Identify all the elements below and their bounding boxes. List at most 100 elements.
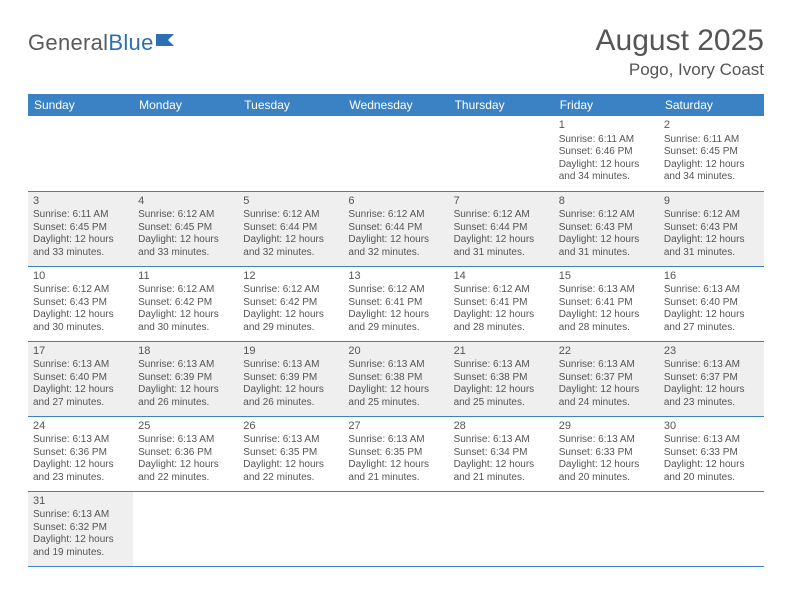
- sunset-text: Sunset: 6:43 PM: [33, 297, 128, 310]
- sunrise-text: Sunrise: 6:13 AM: [33, 359, 128, 372]
- calendar-cell: 11Sunrise: 6:12 AMSunset: 6:42 PMDayligh…: [133, 266, 238, 341]
- day-number: 15: [559, 270, 654, 284]
- calendar-cell: 25Sunrise: 6:13 AMSunset: 6:36 PMDayligh…: [133, 416, 238, 491]
- daylight2-text: and 21 minutes.: [348, 472, 443, 485]
- sunset-text: Sunset: 6:41 PM: [348, 297, 443, 310]
- sunset-text: Sunset: 6:42 PM: [243, 297, 338, 310]
- daylight1-text: Daylight: 12 hours: [559, 159, 654, 172]
- daylight1-text: Daylight: 12 hours: [348, 309, 443, 322]
- sunset-text: Sunset: 6:37 PM: [559, 372, 654, 385]
- sunrise-text: Sunrise: 6:12 AM: [243, 209, 338, 222]
- sunset-text: Sunset: 6:33 PM: [559, 447, 654, 460]
- daylight2-text: and 24 minutes.: [559, 397, 654, 410]
- logo-text: GeneralBlue: [28, 30, 154, 56]
- sunrise-text: Sunrise: 6:12 AM: [348, 284, 443, 297]
- daylight1-text: Daylight: 12 hours: [243, 459, 338, 472]
- col-wednesday: Wednesday: [343, 94, 448, 116]
- daylight2-text: and 33 minutes.: [33, 247, 128, 260]
- daylight2-text: and 31 minutes.: [559, 247, 654, 260]
- day-number: 24: [33, 420, 128, 434]
- daylight1-text: Daylight: 12 hours: [138, 309, 233, 322]
- daylight2-text: and 30 minutes.: [33, 322, 128, 335]
- col-friday: Friday: [554, 94, 659, 116]
- sunrise-text: Sunrise: 6:13 AM: [664, 359, 759, 372]
- day-number: 5: [243, 195, 338, 209]
- sunset-text: Sunset: 6:44 PM: [348, 222, 443, 235]
- day-number: 20: [348, 345, 443, 359]
- sunset-text: Sunset: 6:39 PM: [243, 372, 338, 385]
- sunrise-text: Sunrise: 6:13 AM: [33, 434, 128, 447]
- daylight1-text: Daylight: 12 hours: [664, 459, 759, 472]
- sunrise-text: Sunrise: 6:11 AM: [33, 209, 128, 222]
- calendar-week: 17Sunrise: 6:13 AMSunset: 6:40 PMDayligh…: [28, 341, 764, 416]
- sunrise-text: Sunrise: 6:13 AM: [559, 284, 654, 297]
- daylight2-text: and 30 minutes.: [138, 322, 233, 335]
- logo-word1: General: [28, 30, 108, 55]
- day-number: 14: [454, 270, 549, 284]
- day-number: 4: [138, 195, 233, 209]
- sunset-text: Sunset: 6:35 PM: [243, 447, 338, 460]
- day-number: 8: [559, 195, 654, 209]
- calendar-cell: 20Sunrise: 6:13 AMSunset: 6:38 PMDayligh…: [343, 341, 448, 416]
- daylight1-text: Daylight: 12 hours: [348, 384, 443, 397]
- sunrise-text: Sunrise: 6:13 AM: [243, 359, 338, 372]
- col-monday: Monday: [133, 94, 238, 116]
- calendar-week: 10Sunrise: 6:12 AMSunset: 6:43 PMDayligh…: [28, 266, 764, 341]
- sunset-text: Sunset: 6:34 PM: [454, 447, 549, 460]
- daylight1-text: Daylight: 12 hours: [243, 234, 338, 247]
- calendar-cell: [238, 491, 343, 566]
- day-number: 27: [348, 420, 443, 434]
- sunset-text: Sunset: 6:45 PM: [33, 222, 128, 235]
- daylight1-text: Daylight: 12 hours: [454, 234, 549, 247]
- daylight2-text: and 32 minutes.: [348, 247, 443, 260]
- sunrise-text: Sunrise: 6:13 AM: [348, 434, 443, 447]
- calendar-cell: 15Sunrise: 6:13 AMSunset: 6:41 PMDayligh…: [554, 266, 659, 341]
- daylight1-text: Daylight: 12 hours: [454, 384, 549, 397]
- calendar-cell: [449, 116, 554, 191]
- daylight1-text: Daylight: 12 hours: [243, 309, 338, 322]
- daylight2-text: and 27 minutes.: [33, 397, 128, 410]
- calendar-cell: [133, 116, 238, 191]
- day-number: 18: [138, 345, 233, 359]
- sunrise-text: Sunrise: 6:13 AM: [138, 359, 233, 372]
- sunset-text: Sunset: 6:33 PM: [664, 447, 759, 460]
- col-saturday: Saturday: [659, 94, 764, 116]
- daylight1-text: Daylight: 12 hours: [33, 534, 128, 547]
- sunrise-text: Sunrise: 6:12 AM: [138, 284, 233, 297]
- calendar-cell: 7Sunrise: 6:12 AMSunset: 6:44 PMDaylight…: [449, 191, 554, 266]
- calendar-week: 24Sunrise: 6:13 AMSunset: 6:36 PMDayligh…: [28, 416, 764, 491]
- daylight1-text: Daylight: 12 hours: [138, 459, 233, 472]
- daylight2-text: and 29 minutes.: [243, 322, 338, 335]
- day-number: 12: [243, 270, 338, 284]
- calendar-cell: 6Sunrise: 6:12 AMSunset: 6:44 PMDaylight…: [343, 191, 448, 266]
- day-number: 3: [33, 195, 128, 209]
- sunrise-text: Sunrise: 6:13 AM: [454, 434, 549, 447]
- sunset-text: Sunset: 6:43 PM: [559, 222, 654, 235]
- daylight2-text: and 31 minutes.: [664, 247, 759, 260]
- day-number: 29: [559, 420, 654, 434]
- daylight2-text: and 26 minutes.: [138, 397, 233, 410]
- sunrise-text: Sunrise: 6:13 AM: [559, 434, 654, 447]
- daylight2-text: and 19 minutes.: [33, 547, 128, 560]
- sunset-text: Sunset: 6:41 PM: [559, 297, 654, 310]
- calendar-cell: [133, 491, 238, 566]
- daylight2-text: and 22 minutes.: [138, 472, 233, 485]
- sunset-text: Sunset: 6:32 PM: [33, 522, 128, 535]
- calendar-week: 3Sunrise: 6:11 AMSunset: 6:45 PM Daylight…: [28, 191, 764, 266]
- daylight2-text: and 26 minutes.: [243, 397, 338, 410]
- day-number: 9: [664, 195, 759, 209]
- sunset-text: Sunset: 6:40 PM: [664, 297, 759, 310]
- daylight2-text: and 22 minutes.: [243, 472, 338, 485]
- sunrise-text: Sunrise: 6:12 AM: [33, 284, 128, 297]
- day-number: 13: [348, 270, 443, 284]
- calendar-cell: 31Sunrise: 6:13 AMSunset: 6:32 PMDayligh…: [28, 491, 133, 566]
- sunset-text: Sunset: 6:39 PM: [138, 372, 233, 385]
- daylight1-text: Daylight: 12 hours: [664, 384, 759, 397]
- daylight1-text: Daylight: 12 hours: [348, 459, 443, 472]
- daylight1-text: Daylight: 12 hours: [454, 309, 549, 322]
- sunset-text: Sunset: 6:38 PM: [348, 372, 443, 385]
- daylight2-text: and 20 minutes.: [664, 472, 759, 485]
- sunset-text: Sunset: 6:46 PM: [559, 146, 654, 159]
- calendar-cell: 24Sunrise: 6:13 AMSunset: 6:36 PMDayligh…: [28, 416, 133, 491]
- daylight2-text: and 28 minutes.: [454, 322, 549, 335]
